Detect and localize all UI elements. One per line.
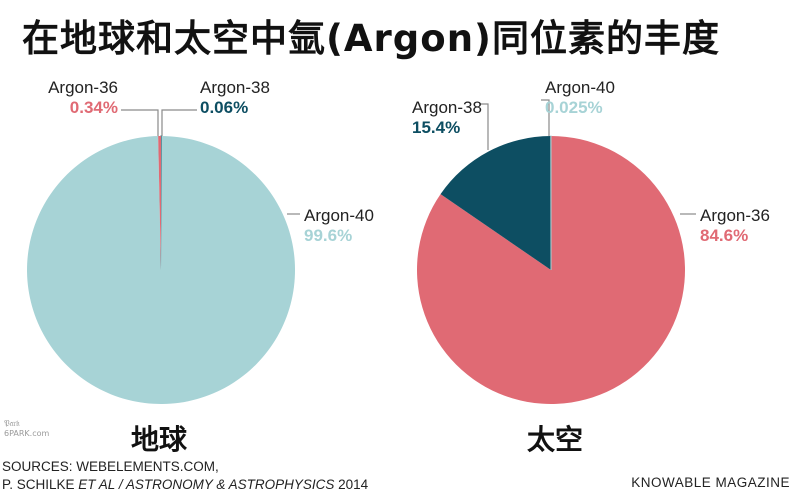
slice-label-argon-40: Argon-40	[304, 206, 374, 225]
slice-value-argon-36: 0.34%	[70, 98, 118, 117]
sources-line2-italic: ET AL / ASTRONOMY & ASTROPHYSICS	[78, 477, 334, 492]
sources-line2-suffix: 2014	[334, 477, 368, 492]
leader-line-argon-36	[121, 110, 158, 136]
slice-label-argon-38: Argon-38	[412, 98, 482, 117]
slice-value-argon-38: 15.4%	[412, 118, 460, 137]
slice-label-argon-36: Argon-36	[700, 206, 770, 225]
slice-value-argon-36: 84.6%	[700, 226, 748, 245]
watermark: 𝔓𝔞𝔯𝔨 6PARK.com	[4, 419, 49, 439]
sources-line1: SOURCES: WEBELEMENTS.COM,	[2, 458, 368, 476]
slice-label-argon-38: Argon-38	[200, 78, 270, 97]
slice-label-argon-36: Argon-36	[48, 78, 118, 97]
leader-line-argon-38	[162, 110, 197, 136]
watermark-line2: 6PARK.com	[4, 429, 49, 439]
slice-value-argon-40: 99.6%	[304, 226, 352, 245]
slice-value-argon-38: 0.06%	[200, 98, 248, 117]
caption-earth: 地球	[131, 418, 187, 458]
slice-label-argon-40: Argon-40	[545, 78, 615, 97]
watermark-line1: 𝔓𝔞𝔯𝔨	[4, 419, 49, 429]
credit: KNOWABLE MAGAZINE	[631, 475, 790, 490]
slice-value-argon-40: 0.025%	[545, 98, 603, 117]
sources-note: SOURCES: WEBELEMENTS.COM, P. SCHILKE ET …	[2, 458, 368, 494]
sources-line2: P. SCHILKE ET AL / ASTRONOMY & ASTROPHYS…	[2, 476, 368, 494]
sources-line2-prefix: P. SCHILKE	[2, 477, 78, 492]
caption-space: 太空	[527, 418, 583, 458]
